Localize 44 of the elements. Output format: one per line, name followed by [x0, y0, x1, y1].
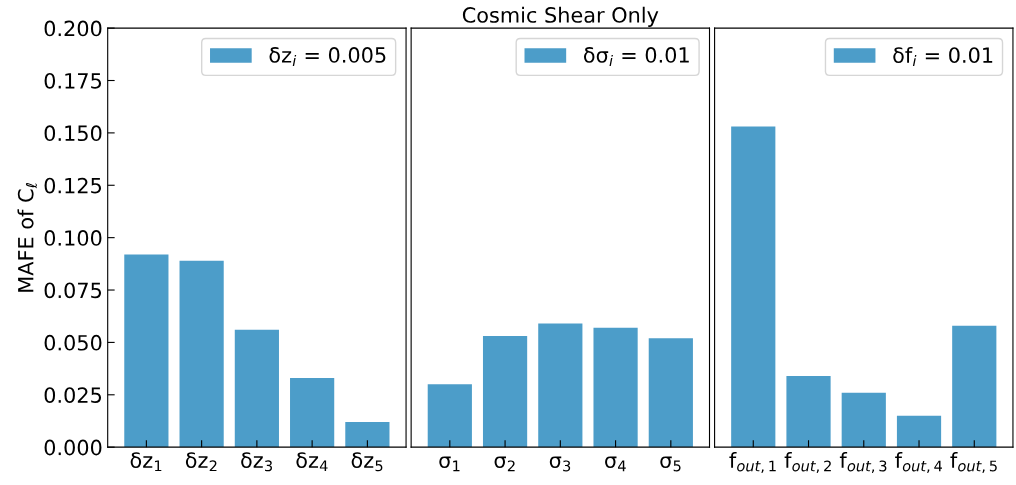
y-tick-label: 0.125	[44, 177, 102, 194]
bar	[482, 336, 528, 448]
x-tick-label: f$_{out,4}$	[895, 452, 942, 473]
bar	[731, 126, 776, 448]
x-tick-label: σ$_{3}$	[549, 456, 571, 472]
y-tick-label: 0.000	[44, 439, 102, 456]
bar	[952, 325, 997, 448]
x-tick-label: σ$_{2}$	[494, 456, 515, 472]
bar	[234, 329, 279, 448]
bar	[841, 392, 886, 448]
x-tick-label: σ$_{4}$	[605, 456, 626, 472]
bar	[179, 260, 224, 448]
y-axis-title: MAFE of C$_{ℓ}$	[17, 183, 37, 292]
bar	[648, 338, 693, 448]
legend-label: δz$_{i}$ = 0.005	[269, 47, 386, 66]
legend-label: δσ$_{i}$ = 0.01	[583, 47, 689, 66]
y-tick-label: 0.200	[44, 20, 102, 37]
bar	[786, 375, 831, 448]
x-tick-label: σ$_{1}$	[439, 456, 460, 472]
x-tick-label: δz$_{4}$	[296, 452, 328, 472]
y-tick-label: 0.050	[44, 334, 102, 351]
x-tick-label: δz$_{3}$	[241, 452, 272, 472]
x-tick-label: δz$_{2}$	[185, 452, 217, 472]
bar	[124, 254, 169, 448]
bar	[593, 327, 638, 448]
y-tick-label: 0.175	[44, 72, 102, 89]
y-tick-label: 0.075	[44, 282, 102, 299]
bar	[896, 415, 942, 448]
y-tick-label: 0.100	[44, 230, 102, 246]
bar	[345, 422, 390, 448]
bar	[538, 323, 583, 448]
x-tick-label: δz$_{5}$	[351, 452, 383, 472]
bar	[427, 384, 472, 448]
x-tick-label: σ$_{5}$	[660, 456, 681, 472]
x-tick-label: δz$_{1}$	[130, 452, 162, 472]
x-tick-label: f$_{out,2}$	[784, 452, 831, 473]
x-tick-label: f$_{out,3}$	[839, 452, 887, 473]
x-tick-label: f$_{out,1}$	[729, 452, 776, 473]
x-tick-label: f$_{out,5}$	[950, 452, 997, 473]
chart-title: Cosmic Shear Only	[462, 6, 659, 27]
legend-label: δf$_{i}$ = 0.01	[893, 46, 993, 67]
y-tick-label: 0.150	[44, 125, 102, 142]
bar	[290, 378, 335, 448]
y-tick-label: 0.025	[44, 387, 102, 403]
